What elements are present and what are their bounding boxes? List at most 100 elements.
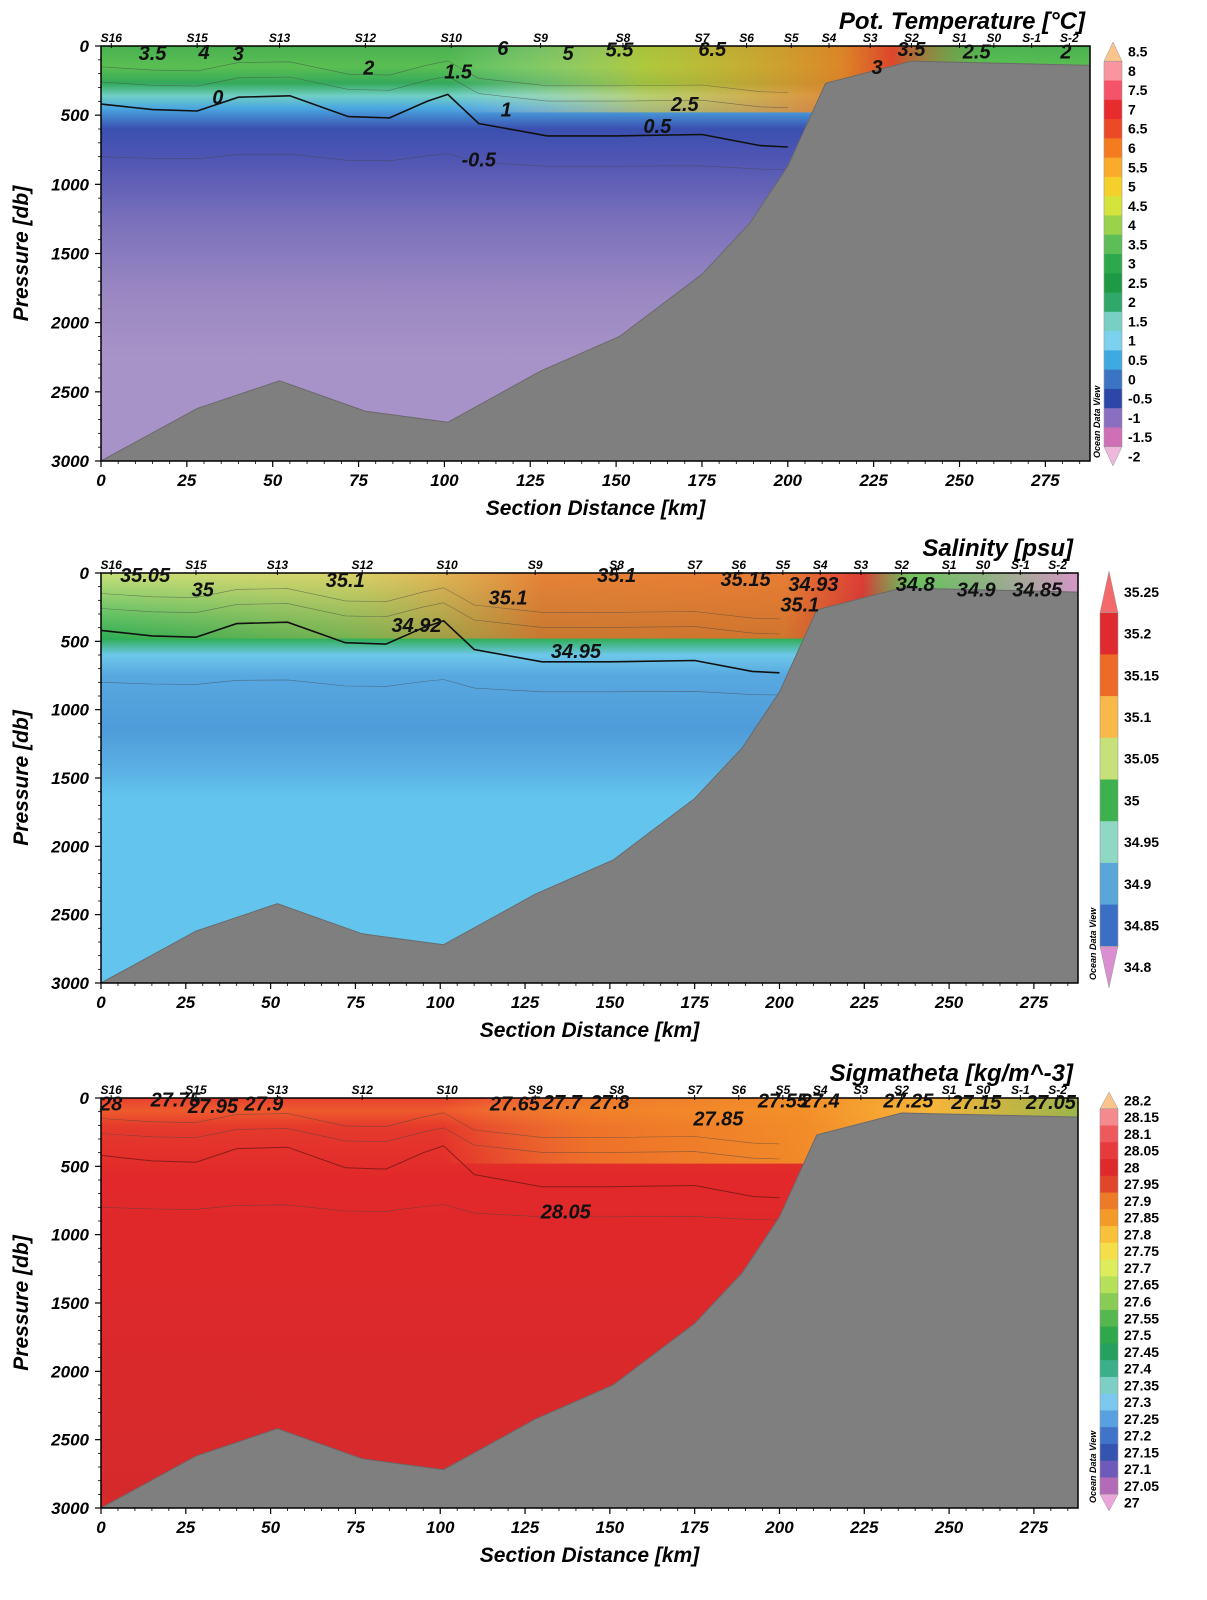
contour-label: 27.95	[187, 1096, 239, 1118]
colorbar-label: 34.9	[1124, 876, 1151, 892]
colorbar-swatch	[1100, 779, 1118, 822]
x-tick-label: 75	[349, 471, 368, 490]
station-label: S10	[441, 31, 463, 45]
colorbar-label: 27.65	[1124, 1277, 1159, 1293]
station-label: S16	[101, 31, 123, 45]
colorbar-swatch	[1100, 1125, 1118, 1143]
colorbar-swatch	[1100, 1343, 1118, 1361]
colorbar-label: 34.8	[1124, 959, 1151, 975]
y-tick-label: 2000	[50, 314, 89, 333]
colorbar-swatch	[1100, 904, 1118, 947]
chart-panel-3: S16 S15 S13 S12 S10 S9 S8 S7 S6 S5 S4 S3 S2 S1 S0 S-1 S-…	[10, 1060, 1159, 1567]
station-label: S15	[185, 558, 207, 572]
x-tick-label: 100	[426, 1518, 455, 1537]
colorbar-swatch	[1100, 1376, 1118, 1395]
chart-title: Sigmatheta [kg/m^-3]	[830, 1060, 1074, 1087]
x-tick-label: 25	[175, 993, 195, 1012]
colorbar-label: 7.5	[1128, 82, 1148, 98]
contour-line-thin	[100, 60, 788, 93]
colorbar-swatch	[1100, 1226, 1118, 1244]
colorbar-label: 34.95	[1124, 834, 1159, 850]
colorbar: 35.25 35.2 35.15 35.1 35.05 35 34.95 34.9 34.85 3…	[1088, 570, 1159, 989]
y-tick-label: 2500	[50, 906, 89, 925]
contour-label: 2	[1059, 42, 1071, 64]
colorbar-swatch	[1100, 696, 1118, 739]
colorbar-label: 8	[1128, 63, 1136, 79]
contour-label: 27.8	[589, 1092, 630, 1114]
contour-label: 27.55	[757, 1091, 809, 1113]
station-label: S13	[267, 1083, 289, 1097]
colorbar-label: 27.05	[1124, 1478, 1159, 1494]
contour-label: 35.15	[721, 569, 772, 591]
contour-label: 5	[562, 43, 574, 65]
colorbar-swatch	[1100, 1443, 1118, 1462]
x-tick-label: 250	[934, 1518, 964, 1537]
contour-line-thin	[100, 1204, 780, 1221]
station-label: S5	[784, 31, 799, 45]
colorbar-swatch	[1100, 1477, 1118, 1495]
station-label: S-1	[1011, 1083, 1030, 1097]
contour-label: 2.5	[670, 94, 700, 116]
colorbar-swatch	[1100, 612, 1118, 655]
contour-line	[100, 619, 780, 674]
colorbar-swatch	[1104, 350, 1122, 371]
contour-label: 3	[233, 44, 244, 66]
colorbar-swatch	[1104, 254, 1122, 274]
colorbar-label: 28	[1124, 1159, 1140, 1175]
station-label: S8	[609, 1083, 624, 1097]
chart-title: Pot. Temperature [°C]	[839, 8, 1086, 35]
colorbar-label: 35.1	[1124, 709, 1151, 725]
station-label: S0	[976, 1083, 991, 1097]
colorbar-swatch	[1100, 1276, 1118, 1294]
colorbar-frame	[1099, 1108, 1119, 1495]
station-label: S3	[854, 1083, 869, 1097]
station-label: S-2	[1048, 558, 1067, 572]
colorbar-label: 27.45	[1124, 1344, 1159, 1360]
station-label: S13	[269, 31, 291, 45]
watermark-label: Ocean Data View	[1088, 1430, 1098, 1503]
colorbar-label: 1	[1128, 333, 1136, 349]
contour-label: 3	[872, 57, 883, 79]
y-tick-label: 500	[61, 106, 90, 125]
y-tick-label: 2000	[50, 1362, 89, 1381]
y-tick-label: 2000	[50, 837, 89, 856]
colorbar-swatch	[1104, 408, 1122, 428]
colorbar-label: 6	[1128, 140, 1136, 156]
colorbar-label: 5.5	[1128, 159, 1148, 175]
colorbar-swatch	[1104, 99, 1122, 120]
colorbar-swatch	[1103, 446, 1123, 467]
contour-label: 28	[99, 1093, 123, 1115]
contour-label: 34.92	[391, 615, 441, 637]
x-tick-label: 175	[688, 471, 717, 490]
x-tick-label: 275	[1030, 471, 1060, 490]
contour-label: 27.15	[950, 1092, 1002, 1114]
contour-line-thin	[100, 587, 780, 620]
contour-label: 6	[497, 38, 509, 60]
colorbar-label: 5	[1128, 179, 1136, 195]
colorbar-label: 3	[1128, 256, 1136, 272]
x-axis-label: Section Distance [km]	[486, 497, 706, 520]
colorbar-swatch	[1104, 196, 1122, 216]
y-tick-label: 0	[80, 564, 90, 583]
station-label: S12	[352, 1083, 374, 1097]
contour-line-thin	[100, 1127, 780, 1160]
station-label: S10	[436, 1083, 458, 1097]
colorbar-swatch	[1100, 1108, 1118, 1127]
contour-label: 4	[197, 42, 209, 64]
x-tick-label: 50	[263, 471, 282, 490]
contour-label: 34.85	[1012, 579, 1063, 601]
x-tick-label: 50	[261, 1518, 280, 1537]
station-label: S-1	[1022, 31, 1041, 45]
colorbar-label: 27.9	[1124, 1193, 1151, 1209]
colorbar-swatch	[1104, 311, 1122, 332]
station-label: S16	[100, 558, 122, 572]
colorbar-swatch	[1103, 41, 1123, 62]
colorbar-swatch	[1100, 654, 1118, 697]
colorbar-label: 6.5	[1128, 121, 1148, 137]
colorbar-label: 27.8	[1124, 1226, 1151, 1242]
x-tick-label: 150	[596, 1518, 625, 1537]
x-tick-label: 250	[934, 993, 964, 1012]
x-tick-label: 275	[1019, 993, 1049, 1012]
colorbar-label: -0.5	[1128, 391, 1152, 407]
